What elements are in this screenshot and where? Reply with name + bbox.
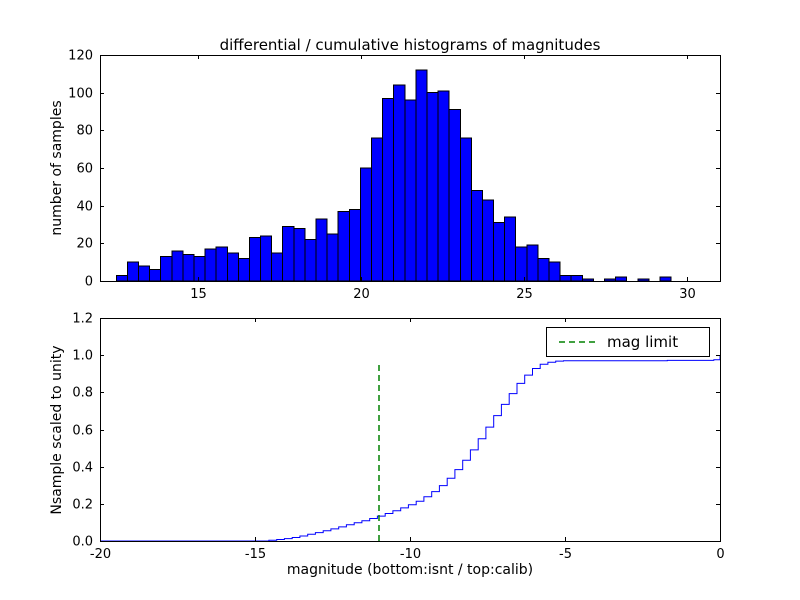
top-x-tick-label: 30 [679, 287, 696, 302]
cumulative-step-line [100, 355, 721, 542]
top-x-tick-label: 20 [353, 287, 370, 302]
top-y-tick-label: 0 [85, 275, 93, 290]
top-y-tick-label: 20 [76, 237, 93, 252]
histogram-bar [337, 210, 350, 282]
bottom-x-tick-label: -5 [559, 547, 572, 562]
histogram-bar [215, 246, 228, 282]
histogram-bar [359, 167, 372, 282]
histogram-bar [415, 69, 428, 282]
histogram-bar [570, 274, 583, 282]
bottom-y-tick-label: 0.8 [72, 386, 93, 401]
histogram-bar [537, 257, 550, 282]
top-y-tick-label: 120 [68, 49, 93, 64]
histogram-bar [604, 278, 617, 282]
histogram-bar [382, 97, 395, 282]
histogram-bar [260, 235, 273, 282]
histogram-bar [304, 239, 317, 282]
bottom-y-axis-label: Nsample scaled to unity [49, 345, 65, 515]
histogram-bar [115, 274, 128, 282]
histogram-bar [193, 256, 206, 282]
histogram-bar [326, 233, 339, 282]
legend: mag limit [546, 327, 710, 357]
bottom-y-tick-label: 0.4 [72, 461, 93, 476]
histogram-bar [426, 92, 439, 282]
bottom-y-tick-label: 1.2 [72, 312, 93, 327]
histogram-bar [548, 261, 561, 282]
bottom-y-tick-label: 0.6 [72, 424, 93, 439]
bottom-x-tick-label: -20 [90, 547, 111, 562]
histogram-bar [138, 265, 151, 282]
bottom-x-tick-label: -10 [400, 547, 421, 562]
histogram-bar [404, 99, 417, 282]
histogram-bar [637, 278, 650, 282]
legend-dashed-line-icon [559, 341, 595, 343]
top-y-tick-label: 60 [76, 162, 93, 177]
histogram-bar [493, 222, 506, 282]
bottom-x-tick-label: 0 [716, 547, 724, 562]
top-y-tick-label: 100 [68, 87, 93, 102]
histogram-bar [448, 109, 461, 282]
histogram-bar [249, 237, 262, 282]
histogram-bar [504, 216, 517, 282]
histogram-bar [271, 252, 284, 282]
bottom-x-axis-label: magnitude (bottom:isnt / top:calib) [286, 562, 534, 578]
bottom-y-tick-label: 0.2 [72, 498, 93, 513]
histogram-bar [559, 274, 572, 282]
top-x-tick-label: 15 [190, 287, 207, 302]
histogram-bar [581, 278, 594, 282]
histogram-bar [470, 190, 483, 282]
bottom-x-tick-label: -15 [245, 547, 266, 562]
histogram-bar [315, 218, 328, 282]
histogram-bar [481, 199, 494, 282]
histogram-bar [149, 269, 162, 282]
bottom-y-tick-label: 1.0 [72, 349, 93, 364]
histogram-bar [515, 246, 528, 282]
legend-label: mag limit [607, 333, 679, 351]
histogram-bar [182, 254, 195, 282]
histogram-bar [171, 250, 184, 282]
histogram-bar [160, 256, 173, 282]
histogram-bar [293, 227, 306, 282]
chart-title: differential / cumulative histograms of … [219, 36, 601, 54]
histogram-bar [226, 252, 239, 282]
histogram-bar [659, 276, 672, 282]
histogram-bar [615, 276, 628, 282]
histogram-bar [371, 137, 384, 282]
top-x-tick-label: 25 [516, 287, 533, 302]
histogram-bar [282, 225, 295, 282]
histogram-bar [348, 208, 361, 282]
histogram-bar [204, 248, 217, 282]
top-y-tick-label: 80 [76, 124, 93, 139]
histogram-bar [237, 257, 250, 282]
histogram-bar [437, 90, 450, 282]
top-y-axis-label: number of samples [49, 100, 65, 236]
histogram-bar [526, 244, 539, 282]
histogram-bar [393, 84, 406, 282]
bottom-y-tick-label: 0.0 [72, 535, 93, 550]
histogram-bar [459, 137, 472, 282]
histogram-bar [126, 261, 140, 282]
top-y-tick-label: 40 [76, 200, 93, 215]
